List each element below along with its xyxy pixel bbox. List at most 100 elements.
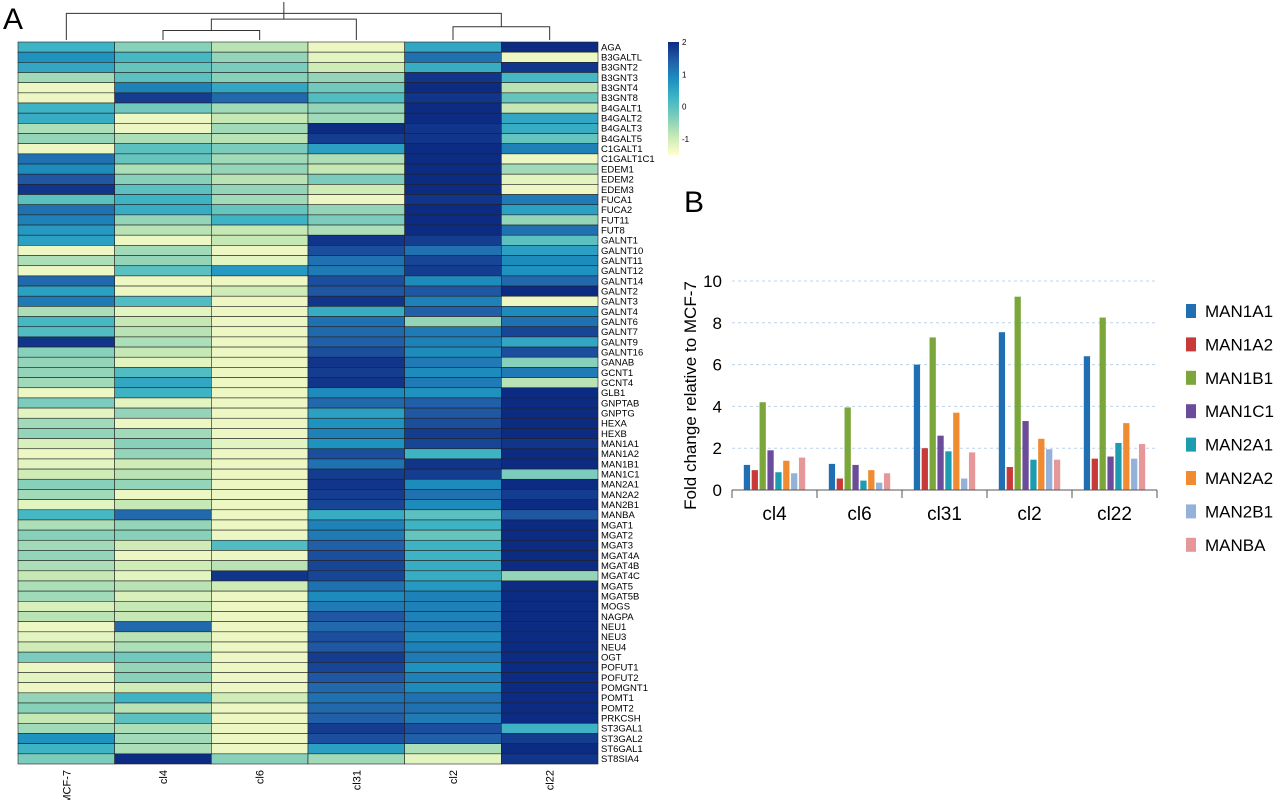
x-category-label: cl4 — [762, 504, 787, 525]
heatmap-cell-man2b1-cl22 — [501, 499, 599, 511]
bar-chart-legend: MAN1A1 MAN1A2 MAN1B1 MAN1C1 MAN2A1 MAN2A2 MAN2… — [1186, 302, 1274, 555]
heatmap-cell-b3gnt2-cl22 — [501, 62, 599, 73]
gene-label: FUCA2 — [601, 205, 632, 216]
heatmap-cell-mgat4c-cl6 — [211, 570, 309, 582]
heatmap-cell-mgat1-mcf-7 — [17, 519, 115, 531]
heatmap-cell-b4galt5-cl31 — [307, 133, 405, 144]
gene-label: MAN2A2 — [601, 490, 639, 501]
heatmap-cell-man2b1-cl4 — [114, 499, 212, 511]
heatmap-cell-galnt3-cl4 — [114, 295, 212, 307]
heatmap-cell-mgat3-cl22 — [501, 539, 599, 551]
heatmap-cell-man1a2-cl31 — [307, 448, 405, 460]
color-scale-tick-label: 2 — [682, 38, 687, 47]
bar-man1a1-cl6 — [828, 463, 836, 490]
x-category-label: cl31 — [927, 504, 962, 525]
heatmap-cell-gcnt4-cl4 — [114, 377, 212, 389]
legend-swatch-man2b1 — [1186, 504, 1196, 519]
gene-label: MOGS — [601, 602, 630, 613]
heatmap-cell-b3galtl-cl4 — [114, 51, 212, 63]
heatmap-cell-b3galtl-cl31 — [307, 51, 405, 63]
heatmap-cell-galnt12-cl2 — [404, 265, 502, 277]
heatmap-cell-b3gnt8-cl6 — [211, 92, 309, 104]
gene-label: GALNT12 — [601, 266, 643, 277]
heatmap-cell-st3gal2-mcf-7 — [17, 733, 115, 744]
heatmap-cell-ganab-cl31 — [307, 356, 405, 368]
heatmap-cell-gcnt1-cl22 — [501, 367, 599, 378]
heatmap-cell-mgat2-mcf-7 — [17, 529, 115, 541]
heatmap-cell-ganab-cl4 — [114, 356, 212, 368]
bar-man1c1-cl22 — [1107, 456, 1114, 490]
heatmap-cell-b4galt2-cl4 — [114, 112, 212, 124]
sample-label: cl22 — [545, 770, 557, 790]
bar-man1a2-cl6 — [836, 478, 843, 490]
heatmap-cell-galnt7-cl2 — [404, 326, 502, 338]
y-tick-label: 2 — [713, 439, 722, 458]
heatmap-cell-b3gnt3-cl31 — [307, 72, 405, 83]
heatmap-cell-galnt16-cl4 — [114, 346, 212, 358]
gene-label: MAN2A1 — [601, 480, 639, 491]
heatmap-cell-gcnt1-cl4 — [114, 367, 212, 378]
heatmap-cell-c1galt1c1-cl4 — [114, 153, 212, 165]
heatmap-cell-b4galt2-mcf-7 — [17, 112, 115, 124]
heatmap-cell-b4galt3-cl31 — [307, 123, 405, 134]
heatmap-cell-fuca1-cl2 — [404, 194, 502, 206]
heatmap-cell-st6gal1-mcf-7 — [17, 743, 115, 755]
heatmap-cell-b3gnt2-cl2 — [404, 62, 502, 73]
heatmap-cell-pofut1-cl4 — [114, 662, 212, 673]
heatmap-cell-galnt1-mcf-7 — [17, 234, 115, 246]
heatmap-cell-gnptab-cl31 — [307, 397, 405, 409]
legend-label-man1b1: MAN1B1 — [1205, 369, 1273, 388]
heatmap-cell-gnptg-cl22 — [501, 407, 599, 419]
heatmap-cell-edem2-mcf-7 — [17, 173, 115, 185]
heatmap-cell-st3gal1-cl2 — [404, 723, 502, 734]
heatmap-cell-b3galtl-cl6 — [211, 51, 309, 63]
heatmap-cell-c1galt1-cl2 — [404, 143, 502, 155]
heatmap-cell-ganab-cl6 — [211, 356, 309, 368]
heatmap-cell-man2a1-cl2 — [404, 478, 502, 490]
heatmap-cell-pofut1-cl31 — [307, 662, 405, 673]
bar-man2b1-cl31 — [961, 478, 968, 490]
heatmap-cell-mgat4b-cl22 — [501, 560, 599, 572]
heatmap-cell-mgat4a-cl2 — [404, 550, 502, 561]
heatmap-cell-prkcsh-cl31 — [307, 712, 405, 724]
heatmap-cell-glb1-cl22 — [501, 387, 599, 399]
gene-label: POMT1 — [601, 693, 634, 704]
heatmap-cell-aga-cl6 — [211, 41, 309, 53]
heatmap-cell-pomgnt1-cl6 — [211, 682, 309, 694]
legend-swatch-man1a1 — [1186, 304, 1196, 318]
heatmap-cell-neu3-cl31 — [307, 631, 405, 643]
legend-swatch-manba — [1186, 537, 1196, 552]
y-tick-label: 0 — [713, 481, 722, 500]
heatmap-cell-galnt7-cl31 — [307, 326, 405, 338]
bar-man2a2-cl6 — [868, 470, 875, 490]
legend-swatch-man2a2 — [1186, 471, 1196, 485]
heatmap-cell-c1galt1c1-cl31 — [307, 153, 405, 165]
heatmap-cell-pomt2-cl6 — [211, 702, 309, 714]
heatmap-cell-edem2-cl4 — [114, 173, 212, 185]
heatmap-cell-st6gal1-cl4 — [114, 743, 212, 755]
heatmap-cell-b3galtl-mcf-7 — [17, 51, 115, 63]
bar-man1b1-cl31 — [929, 337, 936, 490]
bar-man2a1-cl22 — [1115, 442, 1122, 490]
gene-label: MGAT4C — [601, 571, 640, 582]
heatmap-cell-man1b1-mcf-7 — [17, 458, 115, 470]
heatmap-cell-b3galtl-cl2 — [404, 51, 502, 63]
heatmap-cell-mgat4b-cl31 — [307, 560, 405, 572]
heatmap-cell-mgat4a-cl6 — [211, 550, 309, 561]
heatmap-cell-edem1-mcf-7 — [17, 163, 115, 175]
gene-label: B4GALT5 — [601, 134, 642, 145]
heatmap-cell-galnt11-cl4 — [114, 255, 212, 267]
gene-label: FUCA1 — [601, 195, 632, 206]
heatmap-cell-galnt3-mcf-7 — [17, 295, 115, 307]
heatmap-cell-b4galt3-mcf-7 — [17, 123, 115, 134]
legend-label-man1a2: MAN1A2 — [1205, 335, 1273, 354]
bar-man2a2-cl31 — [953, 412, 960, 490]
heatmap-cell-galnt6-cl4 — [114, 316, 212, 328]
heatmap-cell-b4galt1-cl31 — [307, 102, 405, 114]
heatmap-cell-man2a2-cl22 — [501, 489, 599, 500]
heatmap-cell-galnt6-cl22 — [501, 316, 599, 328]
gene-label: C1GALT1 — [601, 144, 643, 155]
heatmap-cell-neu3-cl22 — [501, 631, 599, 643]
heatmap-cell-b4galt2-cl31 — [307, 112, 405, 124]
heatmap-cell-man1b1-cl2 — [404, 458, 502, 470]
